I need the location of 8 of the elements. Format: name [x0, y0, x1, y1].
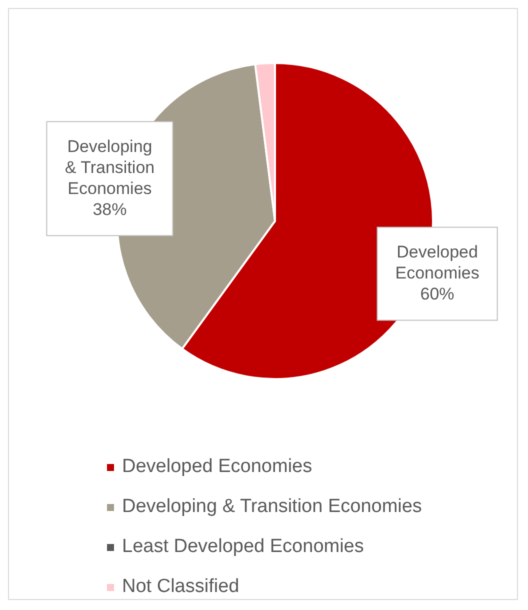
legend-label: Least Developed Economies	[122, 536, 364, 558]
slice-label: Developed Economies	[395, 242, 480, 282]
data-label: 38%	[92, 200, 127, 219]
legend-label: Not Classified	[122, 576, 240, 598]
legend-label: Developing & Transition Economies	[122, 496, 422, 518]
slice-label: Developing & Transition Economies	[64, 136, 155, 198]
data-label: 60%	[420, 284, 454, 304]
legend-label: Developed Economies	[122, 456, 312, 478]
